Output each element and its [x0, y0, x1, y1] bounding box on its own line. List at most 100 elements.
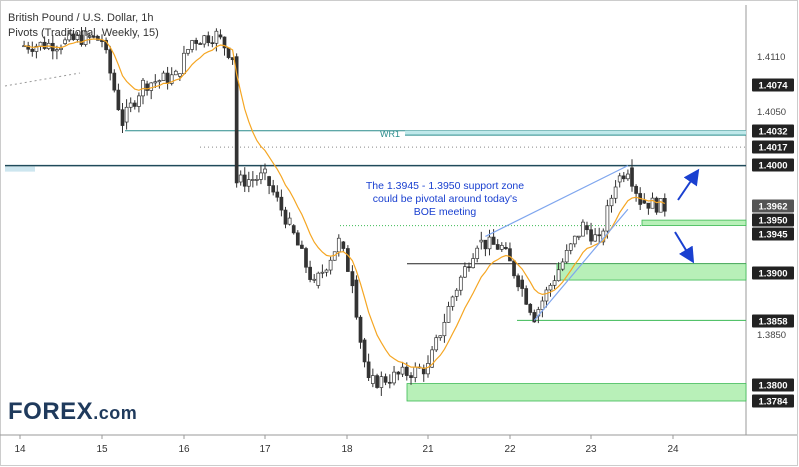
candle-body — [528, 303, 533, 313]
candle-body — [491, 236, 496, 245]
candle-body — [242, 174, 247, 187]
candle-body — [304, 248, 308, 268]
candle-body — [206, 35, 211, 44]
price-badge-label: 1.3950 — [758, 216, 787, 227]
candle-body — [234, 56, 239, 184]
x-tick-label: 14 — [14, 444, 26, 455]
price-badge-label: 1.3784 — [758, 397, 788, 408]
candle-body — [544, 289, 549, 302]
candle-body — [202, 35, 207, 45]
wedge-lower-line — [533, 208, 629, 321]
price-badge-label: 1.3900 — [758, 269, 787, 280]
candle-body — [442, 321, 447, 337]
candle-body — [434, 337, 439, 351]
candle-body — [112, 72, 117, 91]
wedge-upper-line — [485, 165, 629, 237]
x-tick-label: 16 — [178, 444, 190, 455]
candle-body — [524, 288, 529, 305]
candle-body — [446, 306, 451, 323]
candle-body — [597, 234, 602, 237]
candle-body — [83, 30, 88, 45]
candle-body — [581, 221, 585, 237]
candle-body — [71, 33, 76, 40]
candle-body — [572, 235, 577, 245]
price-badge — [752, 266, 794, 280]
candle-body — [198, 43, 203, 45]
candle-body — [617, 175, 622, 183]
x-tick-label: 22 — [504, 444, 516, 455]
candle-body — [279, 196, 284, 211]
candle-body — [438, 335, 443, 339]
candle-body — [291, 225, 296, 234]
candle-body — [454, 289, 459, 297]
candle-body — [516, 275, 520, 288]
indicator-label: Pivots (Traditional, Weekly, 15) — [8, 27, 159, 39]
candle-body — [358, 316, 363, 343]
bearish-arrow — [674, 231, 695, 264]
candle-body — [568, 243, 573, 251]
candle-body — [366, 361, 371, 379]
candle-body — [178, 73, 182, 77]
candle-body — [124, 106, 129, 123]
wr1-zone — [405, 130, 746, 136]
price-badge — [752, 314, 794, 328]
candle-body — [564, 250, 569, 263]
candle-body — [251, 179, 255, 181]
candle-body — [287, 217, 292, 225]
candle-body — [609, 197, 614, 207]
candle-body — [120, 109, 125, 126]
candle-body — [634, 185, 638, 194]
candle-body — [467, 266, 471, 269]
level-1-4000-shade — [5, 166, 35, 172]
x-tick-label: 17 — [259, 444, 271, 455]
candle-body — [91, 35, 96, 38]
candle-body — [556, 269, 561, 282]
candle-body — [153, 81, 158, 84]
candle-body — [576, 235, 581, 238]
candle-body — [463, 266, 467, 278]
bullish-arrow — [677, 168, 700, 201]
candle-body — [362, 339, 367, 363]
candle-body — [396, 371, 401, 375]
logo-suffix: .com — [93, 403, 138, 423]
candle-body — [630, 167, 634, 187]
price-badge — [752, 158, 794, 172]
candle-body — [504, 247, 508, 250]
candle-body — [165, 72, 170, 84]
candle-body — [354, 279, 359, 318]
prior-pivot-line — [4, 72, 81, 87]
candle-body — [404, 366, 409, 376]
candle-body — [450, 296, 455, 307]
candle-body — [300, 244, 304, 249]
candle-body — [186, 49, 190, 54]
candle-body — [589, 229, 593, 242]
candle-body — [532, 312, 537, 323]
candle-body — [320, 271, 325, 274]
candle-body — [471, 258, 475, 269]
price-badge-label: 1.3800 — [758, 381, 787, 392]
candle-body — [336, 237, 341, 253]
candle-body — [540, 300, 545, 310]
candle-body — [621, 175, 626, 180]
candle-body — [409, 375, 413, 378]
support-zone — [641, 219, 747, 226]
candle-body — [161, 72, 166, 81]
candle-body — [375, 375, 379, 388]
candle-body — [324, 269, 329, 273]
x-tick-label: 18 — [341, 444, 353, 455]
candle-body — [128, 102, 133, 108]
price-badge — [752, 124, 794, 138]
candle-body — [370, 375, 375, 384]
candle-body — [662, 197, 667, 212]
price-badge — [752, 213, 794, 227]
annotation-line: could be pivotal around today's — [373, 193, 517, 205]
price-badge-label: 1.4017 — [758, 143, 787, 154]
candle-body — [658, 197, 663, 213]
zone-1-3784-1-3800 — [406, 383, 747, 402]
candle-body — [222, 36, 227, 49]
x-tick-label: 15 — [96, 444, 108, 455]
candle-body — [34, 45, 39, 52]
candle-body — [182, 52, 186, 75]
candle-body — [560, 261, 565, 270]
